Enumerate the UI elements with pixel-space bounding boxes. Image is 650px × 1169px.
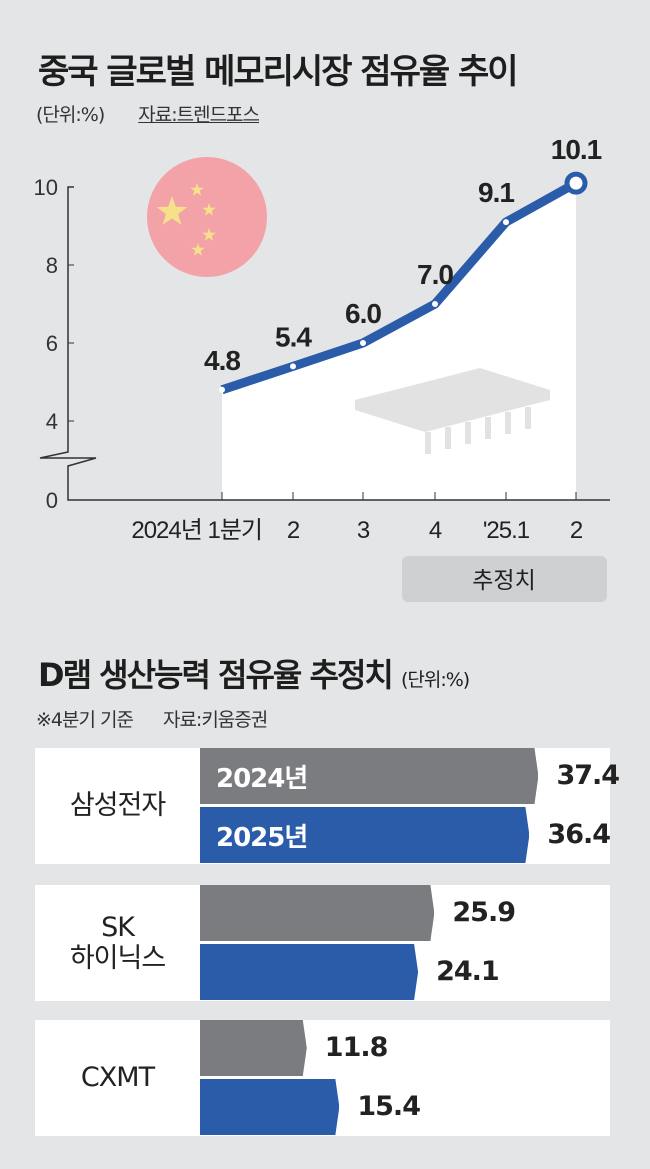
bar-2025 [200,1079,340,1135]
estimate-box [402,556,607,602]
bar-2024 [200,1020,307,1076]
flag-small-star-icon [191,243,205,256]
data-point [290,363,296,370]
bar-chart-title-text: D램 생산능력 점유율 추정치 [38,656,394,694]
bar-end-notch [525,807,536,863]
chip-icon [355,368,550,432]
bar-2025 [200,944,419,1000]
data-label: 10.1 [551,134,602,165]
bar-2024 [200,885,435,941]
chip-pin-icon [425,432,431,454]
data-label: 9.1 [478,177,514,208]
series-line [220,179,579,395]
y-tick-label: 6 [46,331,58,356]
series-label: 2025년 [216,822,308,853]
x-tick-label: 4 [429,517,442,544]
data-point [564,171,588,195]
flag-small-star-icon [202,203,216,216]
chip-pin-icon [465,422,471,444]
data-label: 5.4 [275,321,312,352]
bar-chart-source: 자료:키움증권 [162,709,268,731]
category-label: SK 하이닉스 [69,911,166,974]
flag-small-star-icon [202,228,216,241]
chip-pin-icon [525,407,531,429]
bar-value-label: 37.4 [556,760,620,791]
data-point [360,340,366,346]
bar-chart-note: ※4분기 기준 [36,709,134,731]
x-tick-label: '25.1 [483,517,530,544]
bar-end-notch [335,1079,346,1135]
bar-2024: 2024년 [200,748,539,804]
series-label: 2024년 [216,763,308,794]
bar-end-notch [430,885,441,941]
bar-end-notch [302,1020,313,1076]
chip-pin-icon [505,412,511,434]
bar-end-notch [414,944,425,1000]
bar-value-label: 15.4 [357,1091,421,1122]
data-point [219,386,225,393]
flag-small-star-icon [190,183,204,196]
data-label: 4.8 [204,345,240,376]
bar-2025: 2025년 [200,807,530,863]
data-label: 6.0 [345,298,381,329]
y-tick-label: 8 [46,253,58,278]
flag-large-star-icon [156,196,188,225]
bar-value-label: 24.1 [436,956,500,987]
data-point [503,219,509,226]
bar-chart-unit: (단위:%) [400,669,470,691]
x-tick-label: 2 [570,517,583,544]
line-chart-title: 중국 글로벌 메모리시장 점유율 추이 [38,52,519,92]
line-chart-source: 자료:트렌드포스 [138,104,260,126]
category-label: CXMT [80,1062,155,1094]
line-chart-subtitle: (단위:%) 자료:트렌드포스 [36,100,293,127]
chip-pin-icon [445,427,451,449]
y-tick-label: 10 [34,175,58,200]
line-chart-unit: (단위:%) [36,104,105,126]
bar-value-label: 25.9 [452,897,516,928]
estimate-label: 추정치 [472,567,535,593]
x-tick-label: 3 [357,517,370,544]
category-label: 삼성전자 [69,790,166,822]
line-chart: 0 4 6 8 10 2024년 1분기 2 3 4 '25.1 2 추정치 4.8 5.4 6.0 7.0 9… [34,134,610,602]
bar-value-label: 11.8 [324,1032,389,1063]
x-tick-label: 2024년 1분기 [131,517,262,544]
bar-value-label: 36.4 [547,819,611,850]
data-point [432,301,438,307]
bar-chart-title: D램 생산능력 점유율 추정치 (단위:%) [38,650,470,696]
x-tick-label: 2 [287,517,300,544]
y-tick-label: 4 [46,409,58,434]
bar-chart-subtitle: ※4분기 기준 자료:키움증권 [36,705,297,732]
data-label: 7.0 [417,259,453,290]
chip-pin-icon [485,417,491,439]
china-flag-icon [147,157,267,277]
bar-end-notch [534,748,545,804]
axis-lines [39,186,610,501]
y-tick-label: 0 [46,488,58,513]
